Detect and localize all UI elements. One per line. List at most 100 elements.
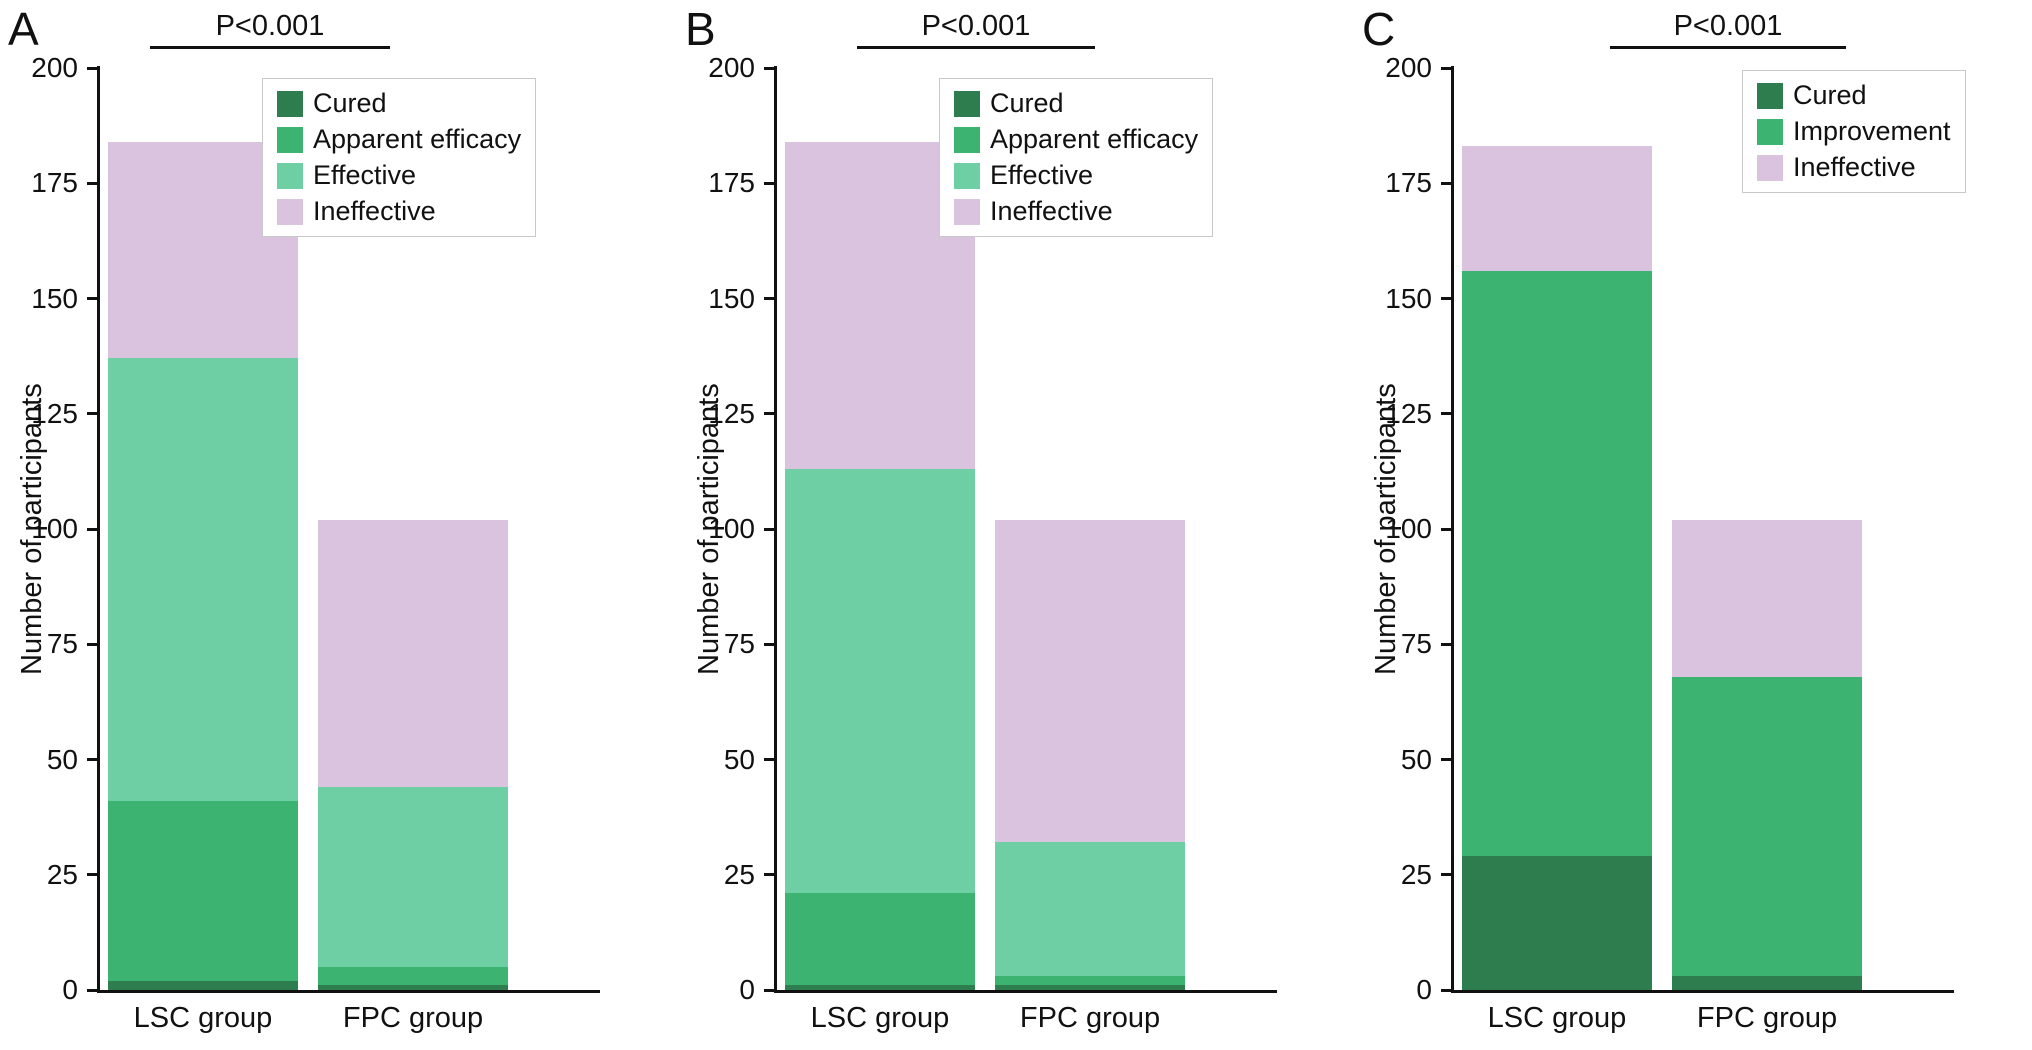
y-tick-label: 125 [31, 397, 78, 429]
legend-swatch [277, 126, 303, 153]
y-tick-label: 125 [708, 397, 755, 429]
bar-segment-ineffective [1672, 519, 1862, 677]
significance-label: P<0.001 [1673, 10, 1783, 42]
y-axis-line [774, 66, 777, 993]
legend-label: Cured [313, 88, 387, 118]
panel-a: A P<0.001 Number of participants 0 25 50 75 100… [0, 0, 677, 1050]
legend-swatch [954, 198, 980, 225]
legend-label: Effective [313, 160, 417, 190]
panel-letter: B [685, 3, 716, 55]
y-tick-mark [87, 873, 97, 877]
x-axis-line [774, 990, 1277, 993]
y-tick-mark [764, 412, 774, 416]
legend-label: Cured [990, 88, 1064, 118]
legend-item: Ineffective [1757, 152, 1951, 183]
y-tick-label: 50 [723, 743, 755, 775]
y-tick-mark [1441, 412, 1451, 416]
y-tick-label: 75 [723, 628, 755, 660]
bar-segment-effective [108, 358, 298, 801]
legend-swatch [1757, 82, 1783, 109]
y-tick-label: 100 [1385, 513, 1432, 544]
legend-item: Apparent efficacy [954, 124, 1198, 155]
x-axis-line [1451, 990, 1954, 993]
y-tick-mark [1441, 66, 1451, 70]
legend-swatch [277, 90, 303, 117]
significance-label: P<0.001 [215, 10, 325, 42]
bar-segment-cured [1672, 976, 1862, 990]
legend-swatch [1757, 154, 1783, 181]
x-tick-label: FPC group [342, 1002, 484, 1034]
y-tick-label: 100 [31, 513, 78, 544]
y-tick-label: 100 [708, 513, 755, 544]
legend-item: Ineffective [277, 196, 521, 227]
x-axis-line [97, 990, 600, 993]
x-tick-label: FPC group [1696, 1002, 1838, 1034]
legend-label: Ineffective [1793, 152, 1916, 182]
legend-swatch [954, 90, 980, 117]
y-tick-label: 200 [708, 52, 755, 83]
y-tick-label: 0 [62, 974, 78, 1005]
bar-segment-ineffective [1462, 146, 1652, 271]
bar-segment-cured [995, 985, 1185, 990]
y-axis-line [1451, 66, 1454, 993]
bar-segment-cured [785, 985, 975, 990]
y-tick-mark [87, 527, 97, 531]
significance-label: P<0.001 [921, 10, 1031, 42]
bar-segment-apparent-efficacy [785, 893, 975, 986]
legend: Cured Apparent efficacy Effective Ineffecti… [262, 78, 537, 237]
y-tick-label: 175 [1385, 167, 1432, 199]
y-tick-label: 50 [1400, 743, 1432, 775]
y-tick-mark [1441, 873, 1451, 877]
y-tick-label: 25 [1400, 858, 1432, 890]
y-tick-mark [1441, 758, 1451, 761]
y-tick-mark [87, 181, 97, 185]
bar-segment-improvement [1462, 270, 1652, 857]
y-tick-mark [764, 66, 774, 70]
y-tick-mark [87, 66, 97, 70]
significance-line [150, 46, 390, 49]
bar-segment-improvement [1672, 676, 1862, 977]
legend-swatch [277, 162, 303, 189]
legend-item: Ineffective [954, 196, 1198, 227]
legend-swatch [954, 162, 980, 189]
y-tick-mark [764, 642, 774, 646]
x-tick-label: LSC group [133, 1002, 273, 1034]
y-tick-mark [764, 758, 774, 761]
y-tick-label: 150 [708, 282, 755, 314]
y-tick-mark [1441, 988, 1451, 992]
legend-item: Apparent efficacy [277, 124, 521, 155]
bar-segment-cured [1462, 856, 1652, 990]
legend-item: Cured [1757, 80, 1951, 111]
legend-swatch [954, 126, 980, 153]
y-tick-mark [1441, 527, 1451, 531]
y-tick-label: 175 [31, 167, 78, 199]
legend: Cured Improvement Ineffective [1742, 70, 1966, 193]
panel-c: C P<0.001 Number of participants 0 25 50 75 100… [1354, 0, 2031, 1050]
x-tick-label: LSC group [810, 1002, 950, 1034]
legend-swatch [1757, 118, 1783, 145]
bar-segment-cured [108, 980, 298, 990]
significance-line [1610, 46, 1846, 49]
y-tick-label: 0 [1416, 974, 1432, 1005]
y-tick-mark [1441, 181, 1451, 185]
y-tick-mark [87, 642, 97, 646]
legend-swatch [277, 198, 303, 225]
legend-item: Effective [954, 160, 1198, 191]
legend-item: Improvement [1757, 116, 1951, 147]
legend-label: Apparent efficacy [313, 124, 522, 154]
y-tick-label: 200 [31, 52, 78, 83]
bar-segment-effective [785, 469, 975, 894]
bar-segment-apparent-efficacy [995, 976, 1185, 986]
legend-label: Ineffective [990, 196, 1113, 226]
y-tick-label: 175 [708, 167, 755, 199]
bar-segment-effective [318, 787, 508, 967]
legend-item: Cured [954, 88, 1198, 119]
bar-segment-ineffective [318, 519, 508, 788]
y-axis-line [97, 66, 100, 993]
y-tick-mark [764, 181, 774, 185]
y-tick-mark [764, 527, 774, 531]
y-tick-label: 50 [46, 743, 78, 775]
panel-letter: C [1362, 3, 1396, 55]
bar-segment-ineffective [995, 519, 1185, 843]
